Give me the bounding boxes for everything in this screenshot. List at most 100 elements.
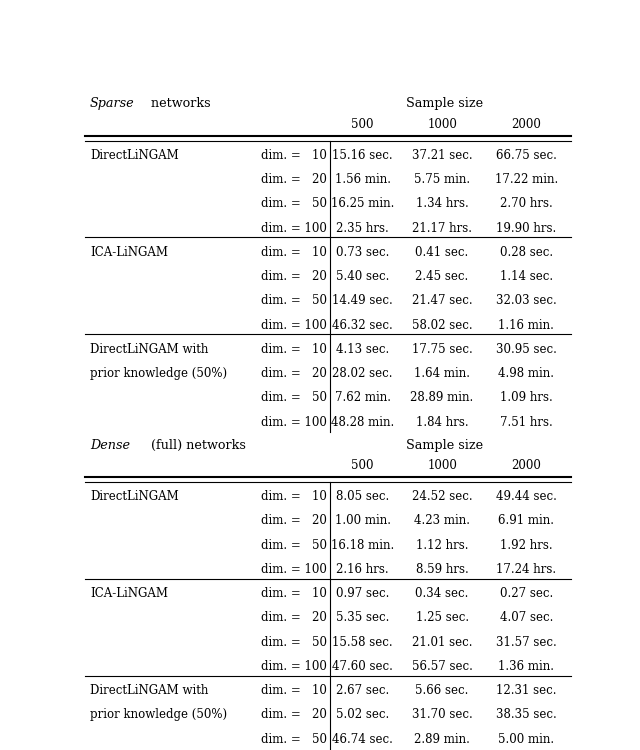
Text: dim. =   20: dim. = 20 [261,514,327,527]
Text: 17.22 min.: 17.22 min. [495,173,558,186]
Text: 1.84 hrs.: 1.84 hrs. [416,416,468,428]
Text: 32.03 sec.: 32.03 sec. [496,294,557,307]
Text: Sample size: Sample size [406,439,483,452]
Text: 2.89 min.: 2.89 min. [414,733,470,746]
Text: 21.47 sec.: 21.47 sec. [412,294,472,307]
Text: 49.44 sec.: 49.44 sec. [496,490,557,503]
Text: 2.16 hrs.: 2.16 hrs. [337,562,389,576]
Text: 5.35 sec.: 5.35 sec. [336,611,389,624]
Text: 2000: 2000 [511,118,541,131]
Text: 48.28 min.: 48.28 min. [331,416,394,428]
Text: 1.14 sec.: 1.14 sec. [500,270,553,283]
Text: 30.95 sec.: 30.95 sec. [496,343,557,355]
Text: dim. =   10: dim. = 10 [261,587,327,600]
Text: networks: networks [147,98,211,110]
Text: 0.28 sec.: 0.28 sec. [500,246,553,259]
Text: dim. = 100: dim. = 100 [261,660,327,673]
Text: 500: 500 [351,118,374,131]
Text: dim. = 100: dim. = 100 [261,221,327,235]
Text: DirectLiNGAM: DirectLiNGAM [90,490,179,503]
Text: 21.01 sec.: 21.01 sec. [412,635,472,649]
Text: 7.51 hrs.: 7.51 hrs. [500,416,553,428]
Text: 7.62 min.: 7.62 min. [335,392,390,404]
Text: dim. =   10: dim. = 10 [261,684,327,697]
Text: dim. =   20: dim. = 20 [261,367,327,380]
Text: 0.97 sec.: 0.97 sec. [336,587,389,600]
Text: 0.41 sec.: 0.41 sec. [415,246,468,259]
Text: 37.21 sec.: 37.21 sec. [412,148,472,162]
Text: 28.89 min.: 28.89 min. [410,392,474,404]
Text: 4.07 sec.: 4.07 sec. [500,611,553,624]
Text: 1.36 min.: 1.36 min. [499,660,554,673]
Text: prior knowledge (50%): prior knowledge (50%) [90,708,227,722]
Text: dim. =   50: dim. = 50 [261,733,327,746]
Text: 1.16 min.: 1.16 min. [499,319,554,332]
Text: dim. =   20: dim. = 20 [261,173,327,186]
Text: 46.32 sec.: 46.32 sec. [332,319,393,332]
Text: 66.75 sec.: 66.75 sec. [496,148,557,162]
Text: 0.73 sec.: 0.73 sec. [336,246,389,259]
Text: 1.09 hrs.: 1.09 hrs. [500,392,553,404]
Text: 4.13 sec.: 4.13 sec. [336,343,389,355]
Text: 28.02 sec.: 28.02 sec. [332,367,393,380]
Text: dim. =   10: dim. = 10 [261,490,327,503]
Text: ICA-LiNGAM: ICA-LiNGAM [90,246,168,259]
Text: 5.75 min.: 5.75 min. [414,173,470,186]
Text: 5.66 sec.: 5.66 sec. [415,684,468,697]
Text: 4.98 min.: 4.98 min. [499,367,554,380]
Text: 38.35 sec.: 38.35 sec. [496,708,557,722]
Text: 1.56 min.: 1.56 min. [335,173,390,186]
Text: dim. =   50: dim. = 50 [261,197,327,210]
Text: 31.57 sec.: 31.57 sec. [496,635,557,649]
Text: 1.00 min.: 1.00 min. [335,514,390,527]
Text: dim. = 100: dim. = 100 [261,319,327,332]
Text: 1.34 hrs.: 1.34 hrs. [416,197,468,210]
Text: 16.25 min.: 16.25 min. [331,197,394,210]
Text: 17.24 hrs.: 17.24 hrs. [497,562,556,576]
Text: 24.52 sec.: 24.52 sec. [412,490,472,503]
Text: dim. =   50: dim. = 50 [261,538,327,551]
Text: DirectLiNGAM with: DirectLiNGAM with [90,343,208,355]
Text: 6.91 min.: 6.91 min. [499,514,554,527]
Text: 31.70 sec.: 31.70 sec. [412,708,472,722]
Text: ICA-LiNGAM: ICA-LiNGAM [90,587,168,600]
Text: dim. =   10: dim. = 10 [261,246,327,259]
Text: 5.40 sec.: 5.40 sec. [336,270,389,283]
Text: 1.12 hrs.: 1.12 hrs. [416,538,468,551]
Text: 14.49 sec.: 14.49 sec. [332,294,393,307]
Text: 16.18 min.: 16.18 min. [331,538,394,551]
Text: 17.75 sec.: 17.75 sec. [412,343,472,355]
Text: 12.31 sec.: 12.31 sec. [496,684,557,697]
Text: 1.92 hrs.: 1.92 hrs. [500,538,553,551]
Text: 5.00 min.: 5.00 min. [499,733,554,746]
Text: dim. =   20: dim. = 20 [261,611,327,624]
Text: 0.34 sec.: 0.34 sec. [415,587,468,600]
Text: prior knowledge (50%): prior knowledge (50%) [90,367,227,380]
Text: 2.45 sec.: 2.45 sec. [415,270,468,283]
Text: 2.70 hrs.: 2.70 hrs. [500,197,553,210]
Text: (full) networks: (full) networks [147,439,246,452]
Text: 5.02 sec.: 5.02 sec. [336,708,389,722]
Text: 8.05 sec.: 8.05 sec. [336,490,389,503]
Text: 1000: 1000 [427,459,457,472]
Text: Dense: Dense [90,439,130,452]
Text: 4.23 min.: 4.23 min. [414,514,470,527]
Text: Sample size: Sample size [406,98,483,110]
Text: 15.58 sec.: 15.58 sec. [332,635,393,649]
Text: dim. =   20: dim. = 20 [261,708,327,722]
Text: 2000: 2000 [511,459,541,472]
Text: 47.60 sec.: 47.60 sec. [332,660,393,673]
Text: 1.25 sec.: 1.25 sec. [415,611,468,624]
Text: 2.35 hrs.: 2.35 hrs. [337,221,389,235]
Text: dim. =   10: dim. = 10 [261,148,327,162]
Text: dim. =   50: dim. = 50 [261,294,327,307]
Text: dim. = 100: dim. = 100 [261,562,327,576]
Text: 15.16 sec.: 15.16 sec. [332,148,393,162]
Text: dim. =   50: dim. = 50 [261,392,327,404]
Text: 0.27 sec.: 0.27 sec. [500,587,553,600]
Text: 500: 500 [351,459,374,472]
Text: 46.74 sec.: 46.74 sec. [332,733,393,746]
Text: DirectLiNGAM: DirectLiNGAM [90,148,179,162]
Text: 1.64 min.: 1.64 min. [414,367,470,380]
Text: 19.90 hrs.: 19.90 hrs. [496,221,557,235]
